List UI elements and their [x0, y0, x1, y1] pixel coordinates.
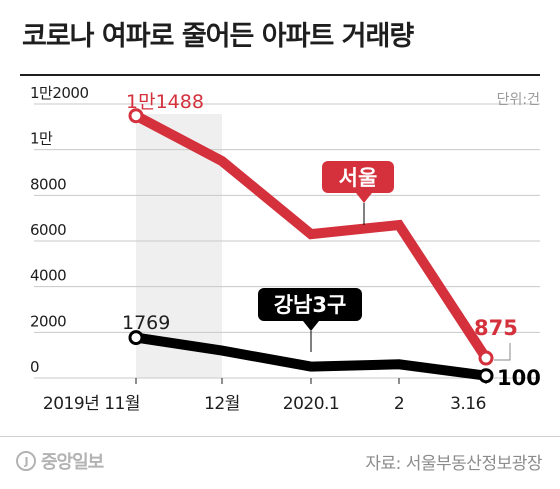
series-line-seoul	[131, 110, 491, 364]
y-tick-label: 0	[30, 358, 39, 376]
y-tick-label: 6000	[30, 221, 66, 239]
footer-divider	[0, 436, 560, 437]
y-tick-label: 8000	[30, 175, 66, 193]
y-tick-label: 2000	[30, 312, 66, 330]
x-tick-label: 2020.1	[283, 394, 339, 414]
logo-mark-icon: J	[16, 451, 36, 471]
data-label-leader	[494, 343, 511, 361]
y-tick-label: 1만2000	[30, 84, 89, 102]
x-tick-label: 2019년 11월	[43, 394, 140, 414]
data-label-gangnam-start: 1769	[122, 312, 170, 334]
series-line-gangnam	[131, 332, 491, 381]
series-callout-gangnam	[258, 288, 362, 321]
publisher-logo: J 중앙일보	[16, 448, 104, 474]
data-point	[478, 350, 494, 366]
chart-title: 코로나 여파로 줄어든 아파트 거래량	[22, 21, 414, 52]
data-point	[128, 330, 144, 346]
callout-pointer	[303, 321, 319, 331]
y-tick-label: 1만	[30, 130, 53, 148]
logo-text: 중앙일보	[41, 452, 104, 473]
x-tick-label: 3.16	[450, 394, 486, 414]
y-tick-label: 4000	[30, 267, 66, 285]
data-point	[478, 368, 494, 384]
line-chart: 0 2000 4000 6000 8000 1만 1만2000 2019년 11월 12월 20…	[30, 84, 541, 414]
source-note: 자료: 서울부동산정보광장	[365, 454, 542, 474]
x-tick-label: 12월	[204, 394, 240, 414]
series-name-gangnam: 강남3구	[274, 293, 347, 317]
x-tick-label: 2	[394, 394, 404, 414]
callout-pointer	[356, 193, 372, 203]
data-label-seoul-end: 875	[474, 316, 518, 340]
series-callout-seoul	[322, 161, 394, 193]
data-label-seoul-start: 1만1488	[126, 91, 204, 113]
data-label-gangnam-end: 100	[497, 366, 541, 390]
data-point	[128, 108, 144, 124]
series-name-seoul: 서울	[339, 166, 378, 190]
unit-label: 단위:건	[497, 92, 540, 108]
title-divider	[20, 74, 540, 76]
